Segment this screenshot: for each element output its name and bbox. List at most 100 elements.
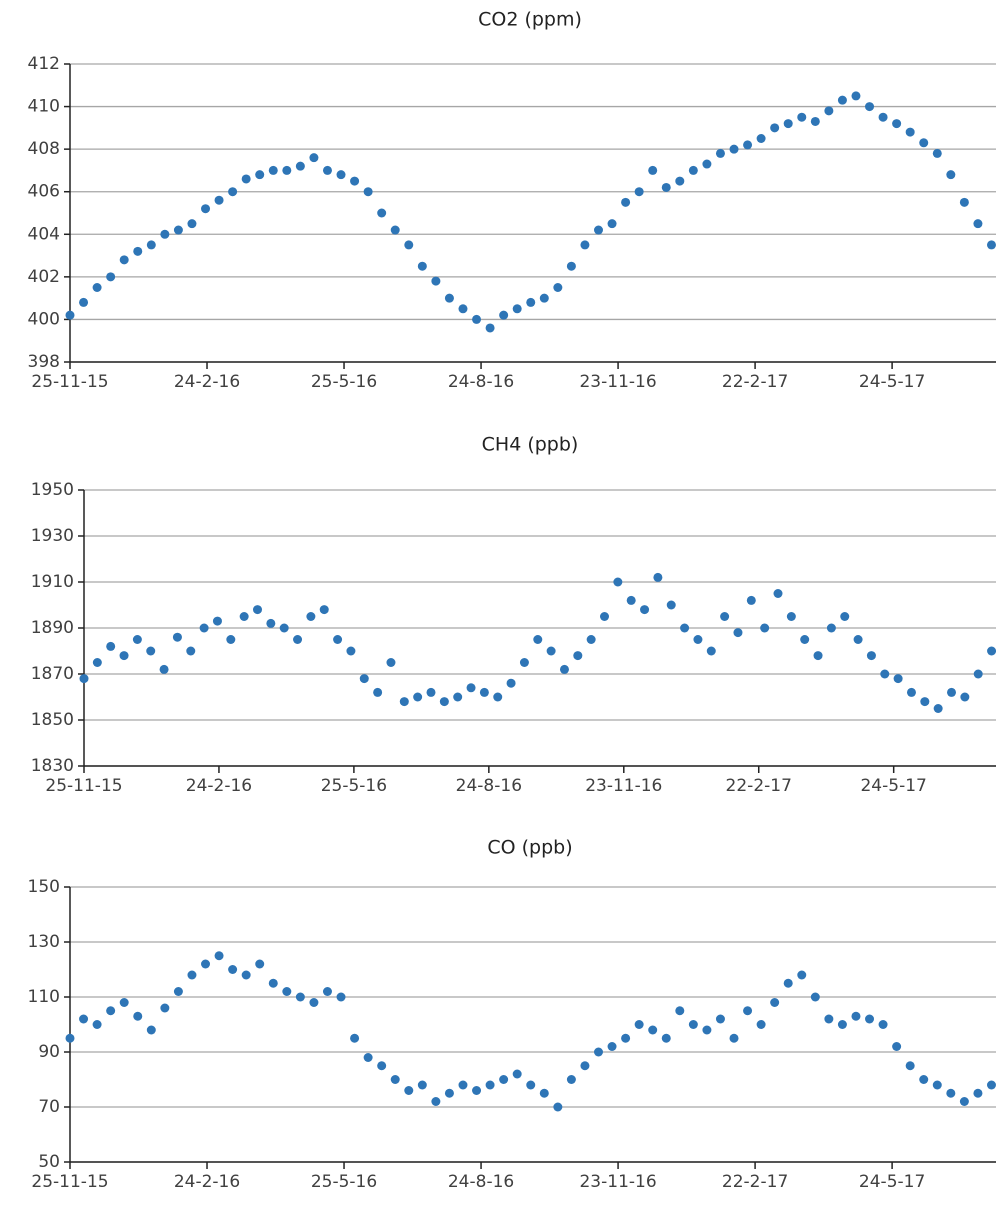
point xyxy=(132,635,142,644)
point xyxy=(702,1025,712,1035)
y-tick-label: 400 xyxy=(28,309,60,329)
x-tick-label: 24-2-16 xyxy=(174,1172,240,1192)
point xyxy=(878,1020,888,1029)
point xyxy=(733,628,743,638)
point xyxy=(377,208,387,218)
point xyxy=(720,612,730,621)
point xyxy=(706,646,716,656)
point xyxy=(797,970,807,980)
point xyxy=(306,612,316,621)
point xyxy=(933,704,943,713)
point xyxy=(346,646,356,656)
point xyxy=(79,1014,89,1024)
point xyxy=(65,1033,75,1043)
point xyxy=(214,195,224,205)
point xyxy=(160,1003,170,1013)
point xyxy=(756,1020,766,1029)
point xyxy=(431,276,441,286)
point xyxy=(253,605,263,615)
point xyxy=(773,589,783,598)
point xyxy=(905,1061,915,1071)
y-tick-label: 402 xyxy=(28,267,60,287)
point xyxy=(279,623,289,633)
point xyxy=(431,1097,441,1106)
point xyxy=(444,1088,454,1098)
point xyxy=(675,1006,685,1016)
point xyxy=(373,687,383,697)
x-tick-label: 24-8-16 xyxy=(448,1172,514,1192)
point xyxy=(987,646,996,656)
point xyxy=(892,1042,902,1051)
y-tick-label: 404 xyxy=(28,224,60,244)
point xyxy=(837,1020,847,1029)
point xyxy=(458,304,468,314)
x-tick-label: 24-8-16 xyxy=(456,776,522,796)
point xyxy=(119,998,129,1007)
x-tick-label: 22-2-17 xyxy=(722,372,788,392)
point xyxy=(810,992,820,1002)
point xyxy=(960,692,970,702)
point xyxy=(760,623,770,633)
point xyxy=(526,297,536,307)
point xyxy=(363,1053,373,1062)
point xyxy=(786,612,796,621)
y-tick-label: 1870 xyxy=(31,664,74,684)
x-tick-label: 24-8-16 xyxy=(448,372,514,392)
x-tick-label: 25-5-16 xyxy=(321,776,387,796)
point xyxy=(309,998,319,1007)
y-tick-label: 412 xyxy=(28,54,60,74)
point xyxy=(187,219,197,229)
point xyxy=(160,229,170,239)
x-tick-label: 24-2-16 xyxy=(186,776,252,796)
point xyxy=(239,612,249,621)
point xyxy=(783,119,793,129)
point xyxy=(133,246,143,256)
point xyxy=(919,138,929,148)
point xyxy=(553,283,563,292)
point xyxy=(350,176,360,186)
point xyxy=(866,651,876,661)
point xyxy=(322,165,332,175)
x-tick-label: 25-11-15 xyxy=(31,372,108,392)
point xyxy=(880,669,890,679)
point xyxy=(159,664,169,674)
point xyxy=(826,623,836,633)
point xyxy=(363,187,373,197)
point xyxy=(106,641,116,651)
point xyxy=(539,293,549,303)
point xyxy=(350,1033,360,1043)
point xyxy=(783,978,793,988)
point xyxy=(824,106,834,116)
point xyxy=(959,197,969,207)
point xyxy=(553,1102,563,1112)
point xyxy=(390,225,400,235)
point xyxy=(626,595,636,605)
chart-title: CO (ppb) xyxy=(487,837,572,859)
point xyxy=(226,635,236,644)
y-tick-label: 406 xyxy=(28,182,60,202)
chart-title: CH4 (ppb) xyxy=(482,434,579,456)
x-tick-label: 23-11-16 xyxy=(579,372,656,392)
point xyxy=(715,148,725,158)
y-tick-label: 410 xyxy=(28,97,60,117)
point xyxy=(920,697,930,707)
point xyxy=(458,1080,468,1090)
point xyxy=(851,91,861,101)
point xyxy=(648,165,658,175)
point xyxy=(946,1088,956,1098)
point xyxy=(133,1011,143,1021)
point xyxy=(932,1080,942,1090)
point xyxy=(797,112,807,122)
point xyxy=(295,161,305,171)
point xyxy=(715,1014,725,1024)
x-tick-label: 25-11-15 xyxy=(31,1172,108,1192)
point xyxy=(241,174,251,184)
point xyxy=(485,323,495,333)
chart-title: CO2 (ppm) xyxy=(478,9,582,31)
x-tick-label: 23-11-16 xyxy=(579,1172,656,1192)
point xyxy=(186,646,196,656)
point xyxy=(444,293,454,303)
y-tick-label: 1950 xyxy=(31,480,74,500)
point xyxy=(666,600,676,610)
